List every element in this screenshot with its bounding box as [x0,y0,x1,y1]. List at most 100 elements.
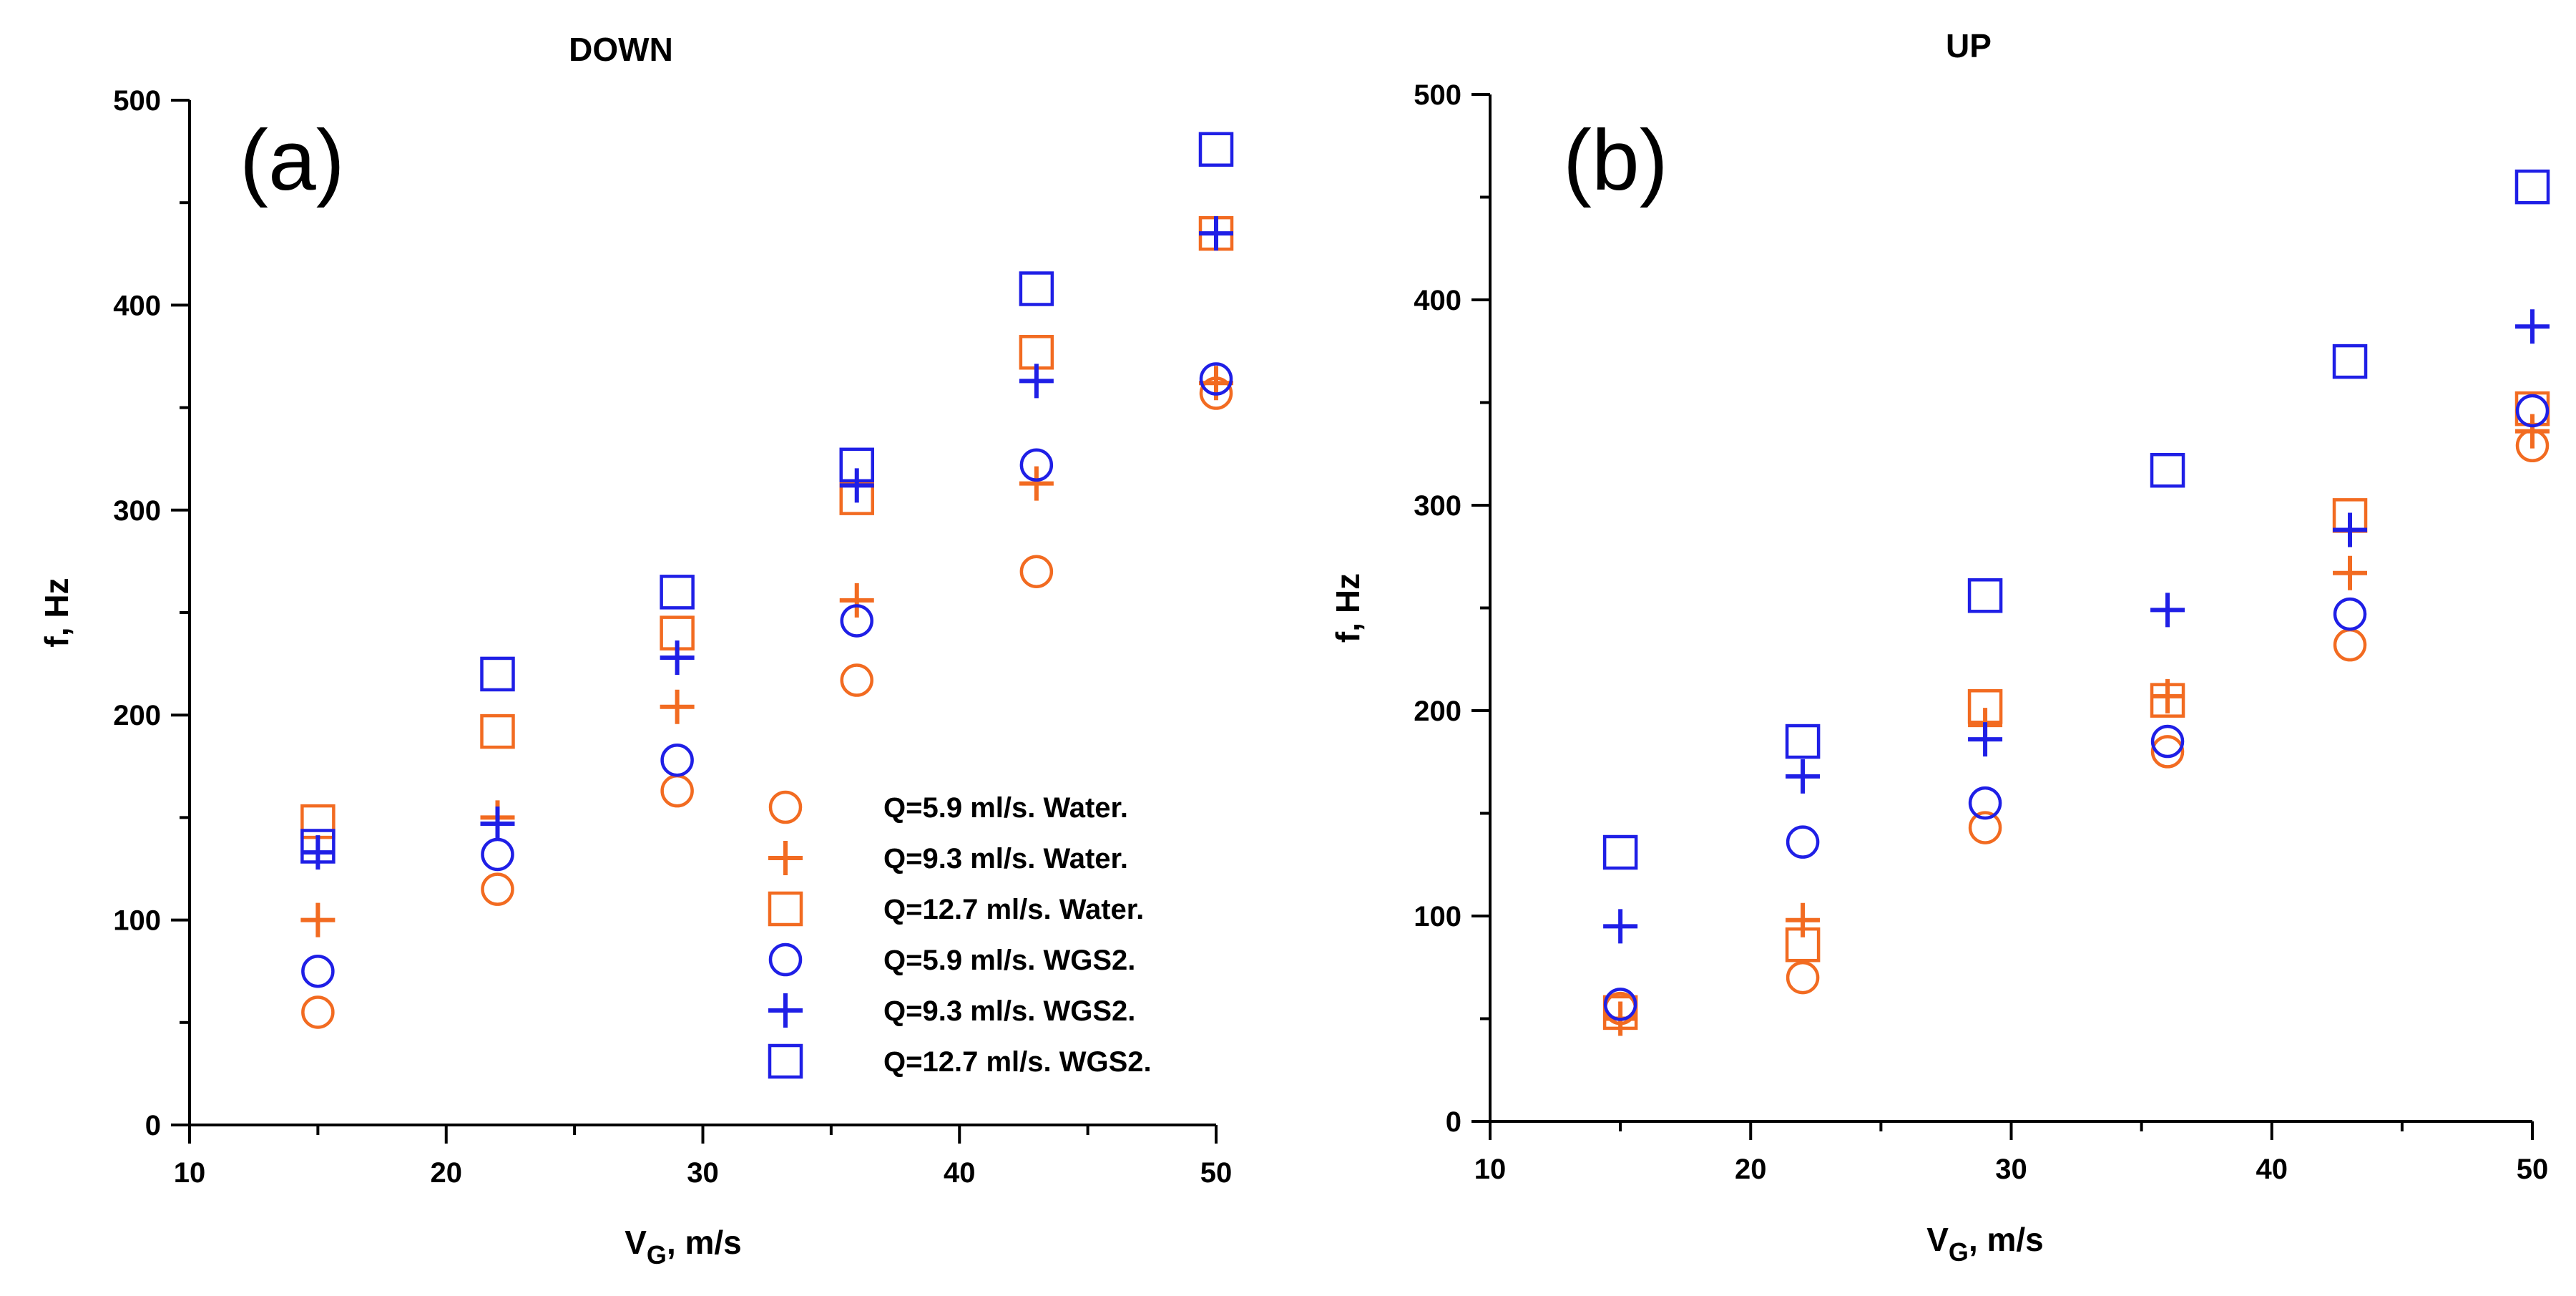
series-6 [300,132,1234,864]
panel-label: (b) [1563,112,1668,208]
y-tick-label: 500 [1414,79,1461,111]
data-point-square [660,575,695,610]
series-3 [1602,391,2550,1031]
legend-label: Q=12.7 ml/s. WGS2. [883,1046,1152,1078]
x-tick-label: 20 [431,1157,463,1189]
data-point-circle [840,663,873,697]
data-point-square [2332,344,2368,379]
data-point-circle [1019,555,1054,588]
data-point-square [839,447,874,483]
data-point-circle [2333,628,2367,662]
data-point-plus [2333,555,2368,590]
x-axis-title: VG, m/s [625,1224,742,1270]
data-point-plus [1199,216,1233,251]
series-5 [1603,309,2550,944]
data-point-circle [2333,597,2367,631]
series-3 [300,215,1234,839]
data-point-circle [660,743,694,777]
data-point-square [1602,834,1638,870]
data-point-plus [2333,512,2368,547]
data-point-plus [1603,909,1638,944]
chart-title: UP [1946,27,1992,64]
data-point-plus [2515,309,2550,344]
data-point-circle [1199,362,1233,396]
data-point-circle [2150,735,2185,769]
data-point-square [300,829,336,864]
data-point-plus [1968,722,2003,757]
panel-label: (a) [240,112,345,208]
data-point-square [1019,335,1054,370]
x-tick-label: 50 [2517,1154,2549,1185]
data-point-plus [839,468,874,503]
data-point-square [480,713,515,749]
legend-marker-plus [768,841,803,875]
data-point-circle [1786,825,1820,859]
series-4 [1603,394,2550,1021]
data-point-square [1785,927,1821,963]
data-point-square [1602,995,1638,1031]
axis-lines [1489,94,2532,1123]
legend-marker-plus [768,993,803,1028]
x-tick-label: 30 [687,1157,719,1189]
panel-b: 0 100 200 300 400 500 10 20 30 40 50 UP (b) f, Hz VG, … [1329,27,2550,1267]
y-tick-label: 400 [113,290,161,321]
y-tick-label: 300 [1414,490,1461,522]
chart-title: DOWN [569,31,673,68]
x-axis-title: VG, m/s [1926,1221,2044,1267]
data-point-square [1785,723,1821,759]
data-point-circle [1603,988,1637,1021]
data-point-plus [839,583,874,618]
data-point-plus [1786,902,1821,937]
x-axis-title-subscript: G [1949,1237,1969,1267]
x-axis-title-units: , m/s [667,1224,742,1261]
y-tick-label: 100 [1414,901,1461,932]
data-point-square [2150,683,2185,718]
legend-label: Q=5.9 ml/s. WGS2. [883,945,1135,976]
data-point-plus [480,806,515,841]
y-tick-label: 200 [113,700,161,731]
x-tick-label: 50 [1200,1157,1233,1189]
x-tick-label: 10 [1474,1154,1507,1185]
data-point-circle [1968,811,2002,844]
data-point-square [480,656,515,692]
data-point-plus [300,902,336,937]
data-point-circle [481,872,514,906]
y-axis-title: f, Hz [1329,573,1366,643]
data-point-plus [1019,466,1054,501]
legend-label: Q=5.9 ml/s. Water. [883,792,1128,824]
x-tick-label: 10 [174,1157,206,1189]
data-point-square [1198,132,1234,167]
y-tick-label: 200 [1414,696,1461,727]
y-tick-label: 500 [113,85,161,117]
series-2 [1603,414,2550,1036]
data-point-square [1019,271,1054,306]
data-point-circle [660,774,694,808]
data-point-square [300,804,336,839]
data-point-plus [2150,593,2185,628]
data-point-circle [2150,724,2185,759]
x-tick-label: 20 [1735,1154,1767,1185]
legend-marker-square [768,1043,803,1079]
data-point-square [2514,169,2550,205]
legend-label: Q=9.3 ml/s. Water. [883,843,1128,874]
data-point-circle [1786,960,1820,995]
legend-label: Q=9.3 ml/s. WGS2. [883,995,1135,1027]
data-point-plus [1019,364,1054,399]
legend: Q=5.9 ml/s. Water. Q=9.3 ml/s. Water. Q=12… [768,790,1152,1079]
series-1 [301,376,1233,1029]
x-tick-label: 40 [2256,1154,2288,1185]
legend-label: Q=12.7 ml/s. Water. [883,894,1144,925]
series-6 [1602,169,2550,870]
series-5 [300,216,1233,870]
y-tick-label: 300 [113,495,161,527]
x-axis-title-main: V [1926,1221,1949,1258]
data-point-circle [1968,786,2002,820]
data-point-circle [1019,448,1054,482]
legend-marker-circle [768,942,803,977]
x-axis-title-units: , m/s [1969,1221,2044,1258]
data-point-circle [2515,394,2550,428]
y-tick-label: 0 [145,1110,161,1141]
data-point-circle [301,954,335,988]
data-point-plus [300,835,336,870]
